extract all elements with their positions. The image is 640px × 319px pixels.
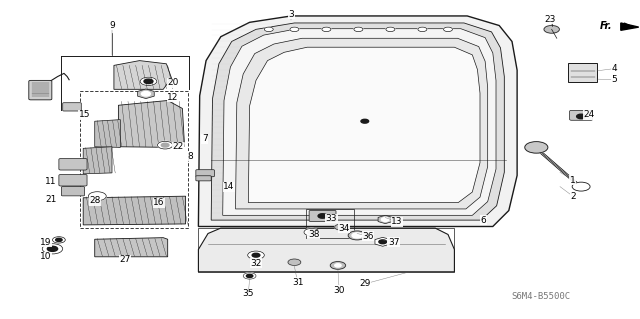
Polygon shape (621, 23, 639, 30)
Text: 19: 19 (40, 238, 52, 247)
Circle shape (144, 79, 153, 84)
Text: 9: 9 (109, 21, 115, 30)
Circle shape (354, 27, 363, 32)
Polygon shape (83, 196, 186, 225)
FancyBboxPatch shape (570, 110, 593, 120)
Text: S6M4-B5500C: S6M4-B5500C (511, 293, 570, 301)
Polygon shape (95, 120, 120, 147)
Text: 12: 12 (167, 93, 179, 102)
Text: 38: 38 (308, 230, 319, 239)
Text: 23: 23 (545, 15, 556, 24)
Bar (198, 228, 454, 272)
Circle shape (330, 262, 346, 269)
Circle shape (577, 114, 586, 119)
Circle shape (157, 141, 173, 149)
Polygon shape (83, 147, 112, 174)
Circle shape (246, 274, 253, 278)
Polygon shape (248, 47, 480, 203)
Circle shape (140, 77, 157, 85)
Circle shape (290, 27, 299, 32)
Text: 34: 34 (339, 224, 350, 233)
Circle shape (381, 218, 389, 221)
Polygon shape (211, 23, 504, 220)
Circle shape (361, 119, 369, 123)
Text: 33: 33 (326, 214, 337, 223)
Text: 6: 6 (481, 216, 486, 225)
Text: 21: 21 (45, 195, 57, 204)
Polygon shape (223, 29, 496, 215)
FancyBboxPatch shape (309, 211, 336, 221)
Circle shape (161, 143, 169, 147)
Text: 7: 7 (202, 134, 207, 143)
FancyBboxPatch shape (59, 159, 87, 170)
FancyBboxPatch shape (59, 174, 87, 186)
Circle shape (42, 244, 63, 254)
Circle shape (322, 27, 331, 32)
Text: 1: 1 (570, 176, 575, 185)
Text: 27: 27 (119, 256, 131, 264)
Circle shape (47, 246, 58, 251)
Circle shape (304, 228, 319, 236)
Circle shape (264, 27, 273, 32)
FancyBboxPatch shape (196, 176, 211, 181)
Text: 3: 3 (289, 10, 294, 19)
Polygon shape (114, 61, 172, 89)
Circle shape (352, 233, 362, 238)
Text: 15: 15 (79, 110, 90, 119)
Circle shape (252, 253, 260, 257)
Circle shape (56, 238, 62, 241)
Bar (80, 91, 188, 228)
Circle shape (318, 214, 327, 218)
Text: Fr.: Fr. (600, 20, 612, 31)
Circle shape (243, 273, 256, 279)
Circle shape (288, 259, 301, 265)
Circle shape (335, 224, 346, 230)
Text: 14: 14 (223, 182, 235, 191)
Text: 4: 4 (612, 64, 617, 73)
Text: 11: 11 (45, 177, 57, 186)
Circle shape (141, 92, 150, 96)
Polygon shape (236, 38, 488, 209)
FancyBboxPatch shape (63, 103, 81, 111)
Bar (306, 209, 354, 238)
Circle shape (348, 231, 366, 240)
Text: 31: 31 (292, 278, 303, 287)
Circle shape (572, 182, 590, 191)
Circle shape (386, 27, 395, 32)
Circle shape (418, 27, 427, 32)
Circle shape (88, 192, 106, 201)
Polygon shape (198, 228, 454, 272)
Circle shape (308, 230, 316, 234)
Text: 16: 16 (153, 198, 164, 207)
Circle shape (52, 237, 65, 243)
Circle shape (335, 264, 341, 267)
Text: 29: 29 (359, 279, 371, 288)
Text: 30: 30 (333, 286, 345, 295)
Text: 2: 2 (570, 192, 575, 201)
Text: 13: 13 (391, 217, 403, 226)
Text: 28: 28 (89, 197, 100, 205)
Text: 37: 37 (388, 238, 399, 247)
Polygon shape (95, 238, 168, 257)
FancyBboxPatch shape (196, 170, 214, 177)
Circle shape (379, 240, 387, 244)
Text: 36: 36 (362, 232, 374, 241)
Circle shape (525, 142, 548, 153)
Text: 5: 5 (612, 75, 617, 84)
Text: 8: 8 (188, 152, 193, 161)
Text: 35: 35 (243, 289, 254, 298)
Polygon shape (198, 16, 517, 226)
Text: 24: 24 (583, 110, 595, 119)
Circle shape (444, 27, 452, 32)
Circle shape (248, 251, 264, 259)
FancyBboxPatch shape (29, 80, 52, 100)
FancyBboxPatch shape (61, 187, 84, 196)
Text: 10: 10 (40, 252, 52, 261)
Polygon shape (118, 100, 184, 147)
Text: 32: 32 (250, 259, 262, 268)
Text: 20: 20 (167, 78, 179, 87)
Circle shape (544, 26, 559, 33)
FancyBboxPatch shape (568, 63, 597, 82)
Text: 22: 22 (172, 142, 184, 151)
